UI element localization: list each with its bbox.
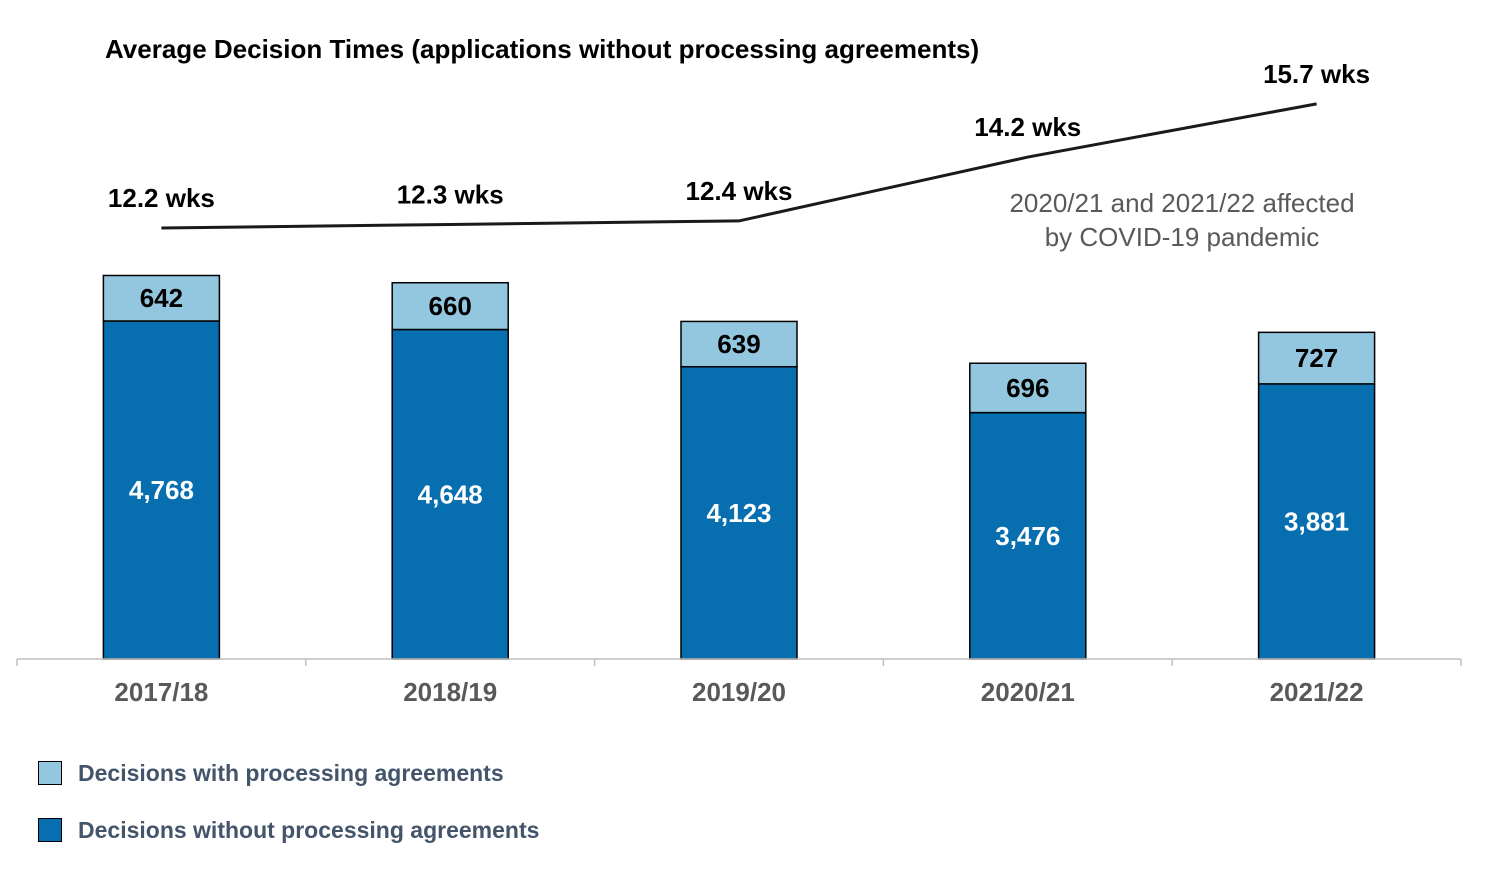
- bar-label-with-agreements: 727: [1295, 343, 1338, 373]
- chart-title: Average Decision Times (applications wit…: [105, 34, 979, 64]
- line-data-label: 14.2 wks: [974, 112, 1081, 142]
- bar-with-agreements: [969, 362, 1087, 414]
- x-tick-label: 2017/18: [114, 677, 208, 707]
- bar-without-agreements: [102, 320, 221, 660]
- bar-label-without-agreements: 3,476: [995, 521, 1060, 551]
- line-data-label: 12.3 wks: [397, 179, 504, 209]
- bar-without-agreements: [680, 365, 798, 660]
- bar-label-with-agreements: 660: [429, 291, 472, 321]
- x-tick-label: 2019/20: [692, 677, 786, 707]
- bar-with-agreements: [102, 274, 221, 322]
- annotation-line-2: by COVID-19 pandemic: [1045, 222, 1320, 252]
- bar-label-with-agreements: 642: [140, 283, 183, 313]
- bar-label-without-agreements: 4,768: [129, 475, 194, 505]
- x-tick-label: 2020/21: [981, 677, 1075, 707]
- line-data-label: 12.4 wks: [686, 176, 793, 206]
- x-tick-label: 2021/22: [1270, 677, 1364, 707]
- x-tick-label: 2018/19: [403, 677, 497, 707]
- line-data-label: 12.2 wks: [108, 183, 215, 213]
- line-data-label: 15.7 wks: [1263, 59, 1370, 89]
- legend-label: Decisions with processing agreements: [78, 759, 504, 786]
- x-axis: 2017/18 2018/19 2019/20 2020/21 2021/22: [16, 658, 1462, 707]
- bar-with-agreements: [1257, 331, 1376, 385]
- line-series: 12.2 wks 12.3 wks 12.4 wks 14.2 wks 15.7 wks: [108, 59, 1370, 230]
- bars-group: 4,768 642 4,648 660 4,123 639 3,476 696 3,881 727: [102, 274, 1376, 660]
- line-series-path: [161, 102, 1317, 230]
- bar-label-without-agreements: 4,648: [418, 479, 483, 509]
- legend-swatch-with-agreements: [38, 761, 62, 785]
- bar-label-without-agreements: 3,881: [1284, 506, 1349, 536]
- bar-label-with-agreements: 639: [717, 329, 760, 359]
- legend-item-with-agreements: Decisions with processing agreements: [38, 758, 539, 788]
- bar-with-agreements: [391, 281, 509, 331]
- bar-label-without-agreements: 4,123: [706, 498, 771, 528]
- legend: Decisions with processing agreements Dec…: [38, 758, 539, 872]
- legend-swatch-without-agreements: [38, 818, 62, 842]
- legend-label: Decisions without processing agreements: [78, 816, 540, 843]
- bar-with-agreements: [680, 320, 798, 368]
- annotation-line-1: 2020/21 and 2021/22 affected: [1009, 188, 1354, 218]
- legend-item-without-agreements: Decisions without processing agreements: [38, 815, 539, 845]
- bar-label-with-agreements: 696: [1006, 373, 1049, 403]
